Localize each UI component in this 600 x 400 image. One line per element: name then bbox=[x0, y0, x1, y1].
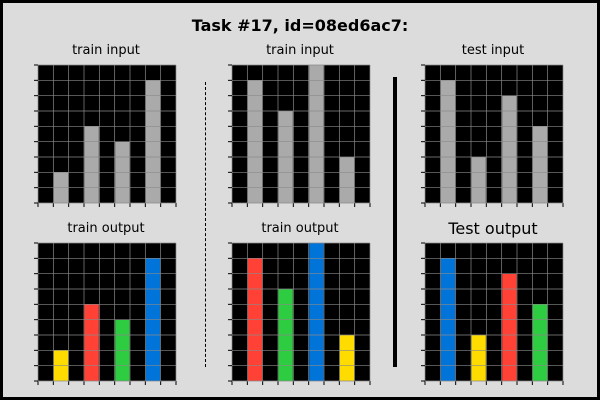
panel-label-train-output-2: train output bbox=[261, 221, 339, 236]
bar-green-3 bbox=[532, 304, 548, 381]
train-pair-divider bbox=[205, 82, 206, 367]
grid-train-input-1 bbox=[34, 64, 177, 207]
panel-label-train-output-1: train output bbox=[67, 221, 145, 236]
figure-title: Task #17, id=08ed6ac7: bbox=[191, 16, 409, 35]
bar-gray-3 bbox=[339, 157, 355, 203]
grid-train-input-2 bbox=[228, 64, 371, 207]
bar-gray-3 bbox=[532, 126, 548, 203]
bar-red-1 bbox=[84, 304, 99, 381]
grid-train-output-1 bbox=[34, 242, 177, 385]
panel-label-train-input-1: train input bbox=[72, 43, 140, 58]
bar-blue-2 bbox=[309, 243, 324, 381]
bar-yellow-3 bbox=[339, 335, 355, 381]
bar-yellow-1 bbox=[471, 335, 486, 381]
bar-red-2 bbox=[502, 273, 517, 381]
bar-gray-2 bbox=[309, 65, 324, 203]
bar-gray-1 bbox=[471, 157, 486, 203]
bar-gray-2 bbox=[502, 95, 517, 203]
panel-label-test-input: test input bbox=[461, 43, 525, 58]
grid-train-output-2 bbox=[228, 242, 371, 385]
bar-gray-1 bbox=[84, 126, 99, 203]
panel-label-train-input-2: train input bbox=[266, 43, 334, 58]
panel-label-test-output: Test output bbox=[448, 219, 538, 238]
grid-test-input bbox=[421, 64, 564, 207]
grid-test-output bbox=[421, 242, 564, 385]
train-test-divider bbox=[393, 77, 397, 367]
